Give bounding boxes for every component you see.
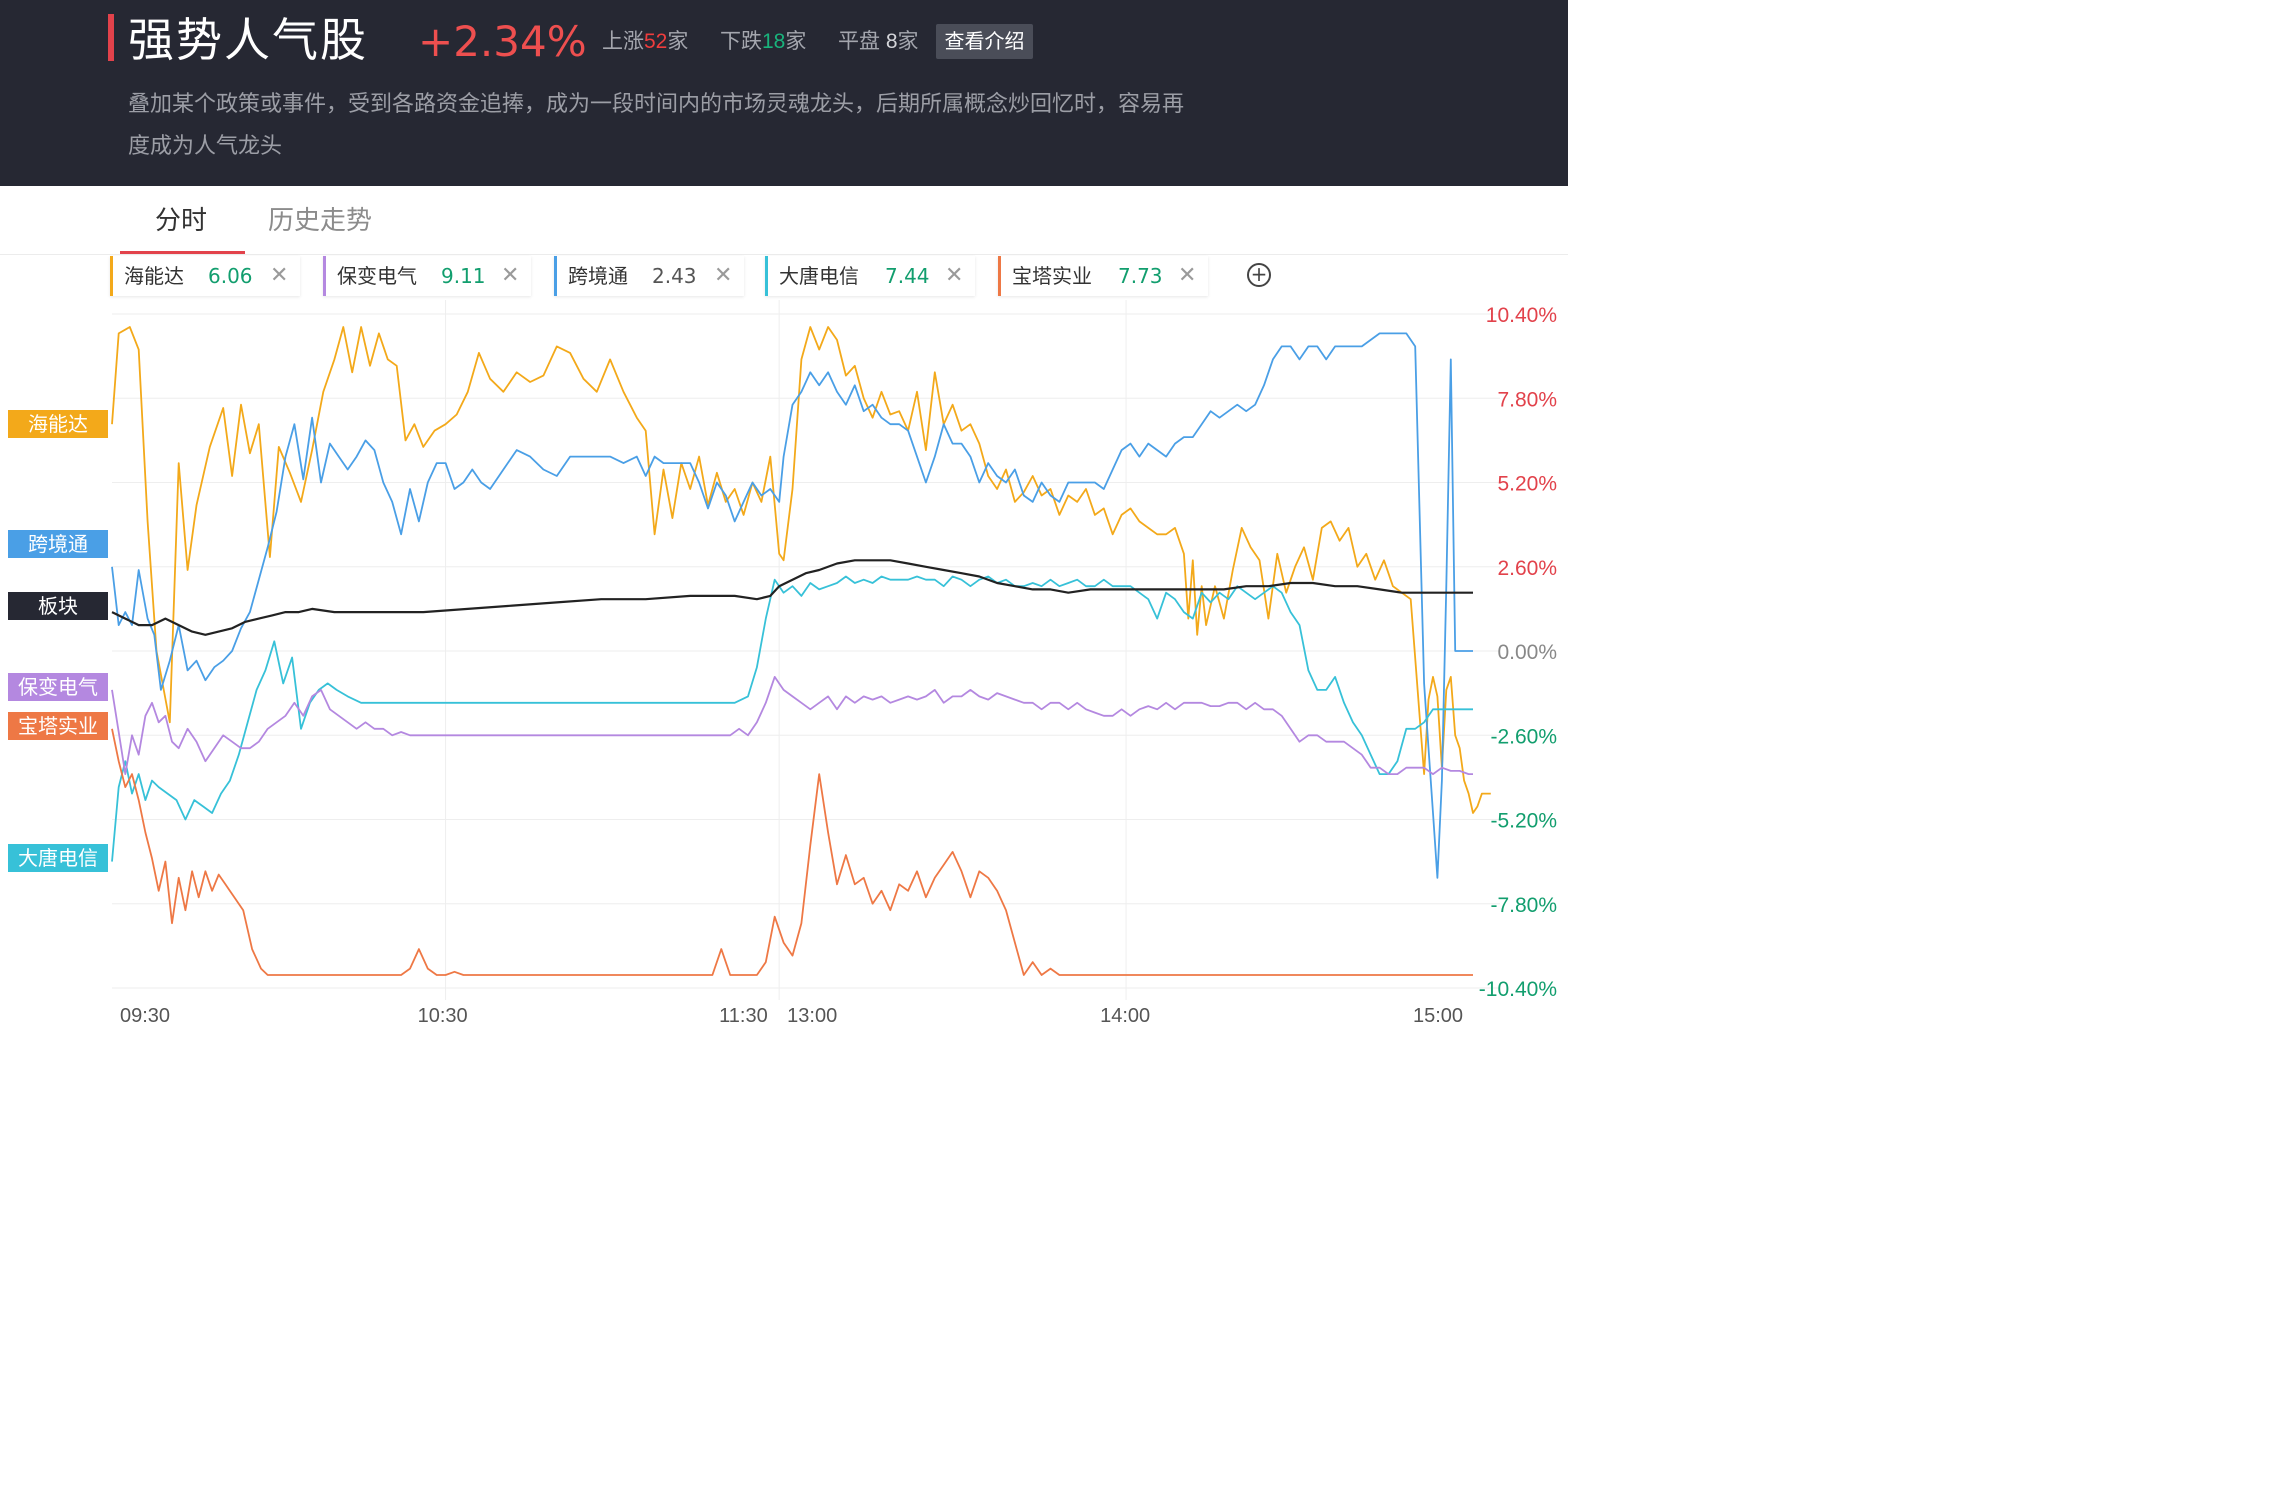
stock-chip-baobiandianqi[interactable]: 保变电气 9.11 ✕	[323, 256, 531, 296]
add-stock-icon[interactable]: +	[1247, 263, 1271, 287]
x-tick-label: 09:30	[120, 1005, 170, 1026]
stat-down-count: 18	[762, 30, 786, 53]
stat-up-count: 52	[644, 30, 668, 53]
series-line	[111, 676, 1473, 775]
close-icon[interactable]: ✕	[945, 263, 964, 288]
close-icon[interactable]: ✕	[714, 263, 733, 288]
series-line	[111, 728, 1473, 976]
stat-flat: 平盘 8家	[838, 26, 919, 57]
stat-flat-label: 平盘	[838, 29, 880, 53]
chip-color-bar	[110, 256, 113, 296]
sector-change: +2.34%	[418, 17, 587, 66]
view-intro-button[interactable]: 查看介绍	[936, 24, 1033, 59]
legend-label: 大唐电信	[8, 844, 108, 873]
y-tick-label: -7.80%	[1490, 894, 1557, 917]
series-line	[111, 326, 1491, 814]
x-tick-label: 10:30	[418, 1005, 468, 1026]
chip-name: 宝塔实业	[1012, 264, 1092, 288]
legend-label: 保变电气	[8, 672, 108, 701]
header: 强势人气股 +2.34% 上涨52家 下跌18家 平盘 8家 查看介绍 叠加某个…	[0, 0, 1568, 186]
y-tick-label: 0.00%	[1497, 641, 1557, 664]
chip-value: 2.43	[652, 264, 697, 288]
chip-value: 7.44	[885, 264, 930, 288]
legend-label: 海能达	[8, 410, 108, 439]
title-accent-bar	[108, 14, 114, 61]
legend-label: 跨境通	[8, 530, 108, 559]
stat-flat-unit: 家	[897, 29, 919, 53]
tab-history[interactable]: 历史走势	[268, 206, 373, 236]
y-tick-label: -5.20%	[1490, 810, 1557, 833]
chip-color-bar	[323, 256, 326, 296]
stat-down: 下跌18家	[720, 26, 806, 57]
chip-value: 7.73	[1118, 264, 1163, 288]
stat-up-label: 上涨	[602, 29, 644, 53]
stock-chip-kuajingtong[interactable]: 跨境通 2.43 ✕	[554, 256, 744, 296]
y-tick-label: 10.40%	[1486, 304, 1557, 327]
chip-color-bar	[554, 256, 557, 296]
chip-name: 保变电气	[337, 264, 417, 288]
stock-chip-datangdianxin[interactable]: 大唐电信 7.44 ✕	[765, 256, 975, 296]
chip-name: 跨境通	[568, 264, 628, 288]
stat-up: 上涨52家	[602, 26, 688, 57]
y-tick-label: 7.80%	[1497, 388, 1557, 411]
close-icon[interactable]: ✕	[501, 263, 520, 288]
close-icon[interactable]: ✕	[1178, 263, 1197, 288]
y-tick-label: -10.40%	[1479, 978, 1557, 1001]
y-tick-label: 2.60%	[1497, 557, 1557, 580]
sector-description: 叠加某个政策或事件，受到各路资金追捧，成为一段时间内的市场灵魂龙头，后期所属概念…	[128, 92, 1185, 159]
x-tick-label: 13:00	[787, 1005, 837, 1026]
stock-chip-hainengda[interactable]: 海能达 6.06 ✕	[110, 256, 300, 296]
chip-value: 6.06	[208, 264, 253, 288]
legend-label: 宝塔实业	[8, 711, 108, 740]
stat-down-unit: 家	[785, 29, 807, 53]
intraday-chart: 10.40% 7.80% 5.20% 2.60% 0.00% -2.60% -5.20% -7…	[111, 300, 1557, 1026]
active-tab-indicator	[120, 251, 245, 255]
y-tick-label: 5.20%	[1497, 473, 1557, 496]
close-icon[interactable]: ✕	[270, 263, 289, 288]
tab-divider	[0, 254, 1568, 255]
series-line	[111, 559, 1473, 636]
page-title: 强势人气股	[128, 13, 368, 67]
stat-down-label: 下跌	[720, 29, 762, 53]
tab-intraday[interactable]: 分时	[155, 206, 208, 236]
series-line	[111, 575, 1473, 862]
chip-color-bar	[998, 256, 1001, 296]
x-tick-label: 15:00	[1413, 1005, 1463, 1026]
y-tick-label: -2.60%	[1490, 725, 1557, 748]
chip-color-bar	[765, 256, 768, 296]
series-line	[111, 332, 1473, 879]
chip-name: 海能达	[124, 264, 184, 288]
stock-chip-baotashiye[interactable]: 宝塔实业 7.73 ✕	[998, 256, 1208, 296]
chip-name: 大唐电信	[779, 264, 859, 288]
stat-flat-count: 8	[885, 30, 898, 53]
stat-up-unit: 家	[667, 29, 689, 53]
chip-value: 9.11	[441, 264, 486, 288]
x-tick-label: 14:00	[1100, 1005, 1150, 1026]
x-tick-label: 11:30	[719, 1005, 768, 1026]
legend-label: 板块	[8, 591, 108, 620]
